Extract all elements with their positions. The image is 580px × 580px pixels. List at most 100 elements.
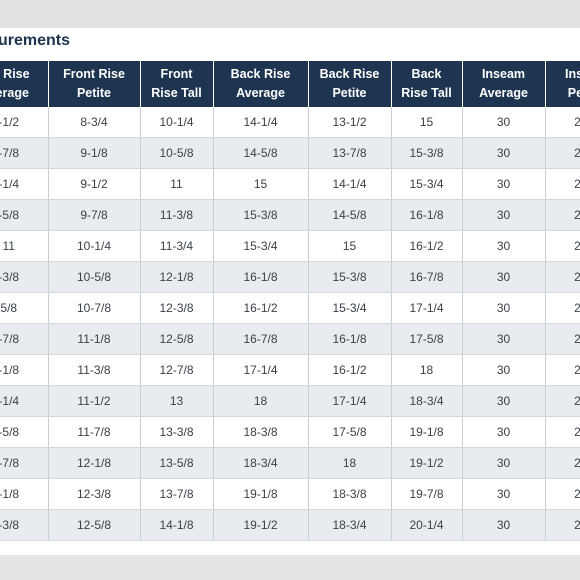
table-cell: 2 (545, 416, 580, 448)
table-cell: 18 (391, 354, 463, 386)
table-cell: 30 (462, 354, 546, 386)
table-cell: 2 (545, 261, 580, 293)
bottom-background-strip (0, 555, 580, 580)
table-cell: 13-3/8 (140, 416, 214, 448)
table-cell: 2 (545, 509, 580, 541)
table-cell: 18-3/4 (213, 447, 309, 479)
table-cell: 13 (140, 385, 214, 417)
table-cell: 30 (462, 478, 546, 510)
table-row: -7/8 9-1/8 10-5/8 14-5/8 13-7/8 15-3/8 30 2 (0, 137, 580, 169)
table-cell: 10-5/8 (48, 261, 141, 293)
table-cell: 30 (462, 168, 546, 200)
table-cell: 30 (462, 292, 546, 324)
table-cell: 30 (462, 416, 546, 448)
table-cell: 14-1/4 (213, 107, 309, 138)
header-back-rise-average: Back Rise Average (213, 61, 309, 107)
table-cell: 19-7/8 (391, 478, 463, 510)
table-row: -3/8 10-5/8 12-1/8 16-1/8 15-3/8 16-7/8 30 2 (0, 261, 580, 293)
table-cell: 12-1/8 (140, 261, 214, 293)
table-cell: 17-1/4 (391, 292, 463, 324)
table-cell: -1/4 (0, 168, 49, 200)
table-cell: 20-1/4 (391, 509, 463, 541)
table-cell: -7/8 (0, 323, 49, 355)
table-cell: 2 (545, 323, 580, 355)
table-cell: 16-7/8 (391, 261, 463, 293)
table-cell: 2 (545, 230, 580, 262)
table-cell: 2 (545, 137, 580, 169)
table-cell: 11-1/2 (48, 385, 141, 417)
table-cell: 16-1/2 (391, 230, 463, 262)
header-back-rise-petite: Back Rise Petite (308, 61, 392, 107)
table-row: -3/8 12-5/8 14-1/8 19-1/2 18-3/4 20-1/4 30 2 (0, 509, 580, 541)
table-cell: 15-3/8 (391, 137, 463, 169)
table-row: -1/4 9-1/2 11 15 14-1/4 15-3/4 30 2 (0, 168, 580, 200)
table-cell: 10-5/8 (140, 137, 214, 169)
table-cell: -3/8 (0, 509, 49, 541)
table-row: 11 10-1/4 11-3/4 15-3/4 15 16-1/2 30 2 (0, 230, 580, 262)
table-cell: -1/2 (0, 107, 49, 138)
table-cell: 30 (462, 230, 546, 262)
section-title: urements (0, 32, 71, 49)
table-cell: 2 (545, 447, 580, 479)
table-cell: 8-3/4 (48, 107, 141, 138)
table-cell: 18 (308, 447, 392, 479)
table-cell: 12-5/8 (48, 509, 141, 541)
table-cell: 13-7/8 (140, 478, 214, 510)
table-cell: 19-1/2 (391, 447, 463, 479)
table-cell: 15 (213, 168, 309, 200)
table-cell: 16-1/8 (213, 261, 309, 293)
table-cell: 15-3/4 (308, 292, 392, 324)
table-cell: 14-5/8 (213, 137, 309, 169)
table-cell: -7/8 (0, 447, 49, 479)
header-front-rise-average: nt Riseverage (0, 61, 49, 107)
table-cell: 17-5/8 (308, 416, 392, 448)
table-body: -1/2 8-3/4 10-1/4 14-1/4 13-1/2 15 30 2 -7/8 9-1/… (0, 107, 580, 541)
table-cell: 19-1/2 (213, 509, 309, 541)
table-cell: 9-1/8 (48, 137, 141, 169)
table-cell: 2 (545, 107, 580, 138)
table-cell: -5/8 (0, 416, 49, 448)
table-row: 5/8 10-7/8 12-3/8 16-1/2 15-3/4 17-1/4 30 2 (0, 292, 580, 324)
table-cell: 5/8 (0, 292, 49, 324)
table-cell: 17-1/4 (213, 354, 309, 386)
header-inseam-petite: InsePet (545, 61, 580, 107)
table-cell: 15-3/8 (213, 199, 309, 231)
header-inseam-average: Inseam Average (462, 61, 546, 107)
table-cell: 10-7/8 (48, 292, 141, 324)
table-cell: 15 (391, 107, 463, 138)
table-cell: 13-1/2 (308, 107, 392, 138)
table-cell: 14-1/8 (140, 509, 214, 541)
table-cell: 18-3/4 (308, 509, 392, 541)
table-cell: 30 (462, 385, 546, 417)
table-cell: 11-1/8 (48, 323, 141, 355)
table-cell: -1/4 (0, 385, 49, 417)
table-cell: 16-1/2 (213, 292, 309, 324)
table-cell: 11-7/8 (48, 416, 141, 448)
table-cell: -1/8 (0, 478, 49, 510)
table-row: -1/8 11-3/8 12-7/8 17-1/4 16-1/2 18 30 2 (0, 354, 580, 386)
table-cell: 30 (462, 509, 546, 541)
table-cell: 18 (213, 385, 309, 417)
table-cell: 13-7/8 (308, 137, 392, 169)
table-row: -1/4 11-1/2 13 18 17-1/4 18-3/4 30 2 (0, 385, 580, 417)
table-cell: 9-1/2 (48, 168, 141, 200)
table-cell: 30 (462, 323, 546, 355)
header-back-rise-tall: Back Rise Tall (391, 61, 463, 107)
table-cell: 30 (462, 447, 546, 479)
table-cell: 12-5/8 (140, 323, 214, 355)
table-cell: 12-3/8 (48, 478, 141, 510)
table-cell: 10-1/4 (48, 230, 141, 262)
table-cell: 30 (462, 137, 546, 169)
table-row: -1/8 12-3/8 13-7/8 19-1/8 18-3/8 19-7/8 30 2 (0, 478, 580, 510)
table-cell: 13-5/8 (140, 447, 214, 479)
table-cell: 18-3/8 (213, 416, 309, 448)
table-cell: 9-7/8 (48, 199, 141, 231)
table-cell: 16-7/8 (213, 323, 309, 355)
table-cell: 11-3/8 (140, 199, 214, 231)
table-cell: 15-3/8 (308, 261, 392, 293)
table-cell: 16-1/2 (308, 354, 392, 386)
table-cell: 2 (545, 385, 580, 417)
table-row: -7/8 12-1/8 13-5/8 18-3/4 18 19-1/2 30 2 (0, 447, 580, 479)
